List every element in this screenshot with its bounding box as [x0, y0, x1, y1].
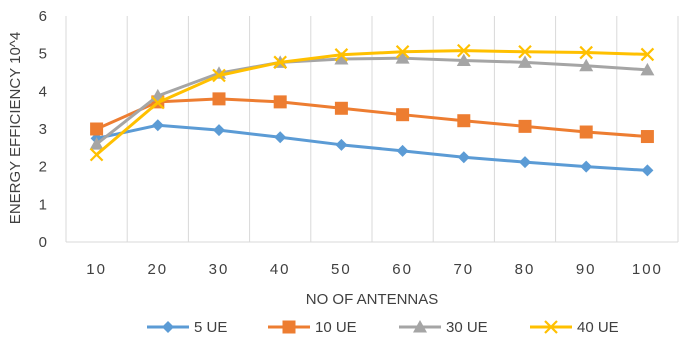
- legend-marker: [282, 320, 296, 334]
- data-point: [579, 58, 594, 72]
- series-line: [95, 49, 648, 156]
- legend-item-30-ue: 30 UE: [399, 319, 488, 336]
- x-tick-label: 80: [515, 261, 536, 278]
- data-point: [334, 48, 349, 62]
- x-tick-label: 50: [331, 261, 352, 278]
- x-tick-label: 20: [147, 261, 168, 278]
- x-marker-stroke: [579, 45, 593, 60]
- x-marker-stroke: [89, 147, 104, 162]
- data-point: [640, 130, 654, 144]
- data-point: [457, 114, 471, 128]
- legend-marker: [413, 320, 427, 333]
- x-tick-label: 30: [209, 261, 230, 278]
- data-point: [396, 108, 410, 122]
- y-tick-label: 3: [39, 121, 47, 138]
- x-axis-ticks: 10 20 30 40 50 60 70 80 90 100: [86, 261, 663, 278]
- data-point: [334, 51, 349, 65]
- x-marker-stroke: [395, 45, 410, 59]
- x-marker-stroke: [518, 45, 532, 59]
- data-point: [396, 144, 409, 157]
- data-point: [395, 45, 410, 59]
- data-point: [457, 43, 471, 58]
- y-tick-label: 1: [39, 196, 47, 213]
- series-line: [95, 56, 648, 146]
- data-point: [580, 160, 593, 173]
- legend-label: 10 UE: [315, 319, 357, 336]
- x-tick-label: 60: [392, 261, 413, 278]
- legend-label: 30 UE: [446, 319, 488, 336]
- x-tick-label: 90: [576, 261, 597, 278]
- data-point: [579, 45, 593, 60]
- data-point: [518, 119, 532, 133]
- data-point: [89, 137, 104, 150]
- x-marker-stroke: [151, 95, 165, 110]
- data-point: [640, 47, 655, 62]
- x-marker-stroke: [212, 68, 226, 83]
- x-tick-label: 100: [632, 261, 663, 278]
- data-point: [89, 147, 104, 162]
- legend-item-5-ue: 5 UE: [147, 319, 227, 336]
- legend-marker: [162, 321, 174, 333]
- data-point: [519, 156, 531, 169]
- legend-label: 5 UE: [194, 319, 227, 336]
- y-axis-ticks: 0 1 2 3 4 5 6: [39, 8, 47, 251]
- y-axis-title: ENERGY EFFICIENCY 10^4: [7, 32, 24, 224]
- data-point: [457, 151, 470, 164]
- legend-label: 40 UE: [577, 319, 619, 336]
- x-tick-label: 40: [270, 261, 291, 278]
- x-tick-label: 10: [86, 261, 107, 278]
- x-marker-stroke: [334, 48, 349, 62]
- data-point: [90, 122, 104, 136]
- data-point: [518, 55, 532, 68]
- data-point: [151, 119, 164, 132]
- legend-item-10-ue: 10 UE: [268, 319, 357, 336]
- x-marker-stroke: [640, 47, 655, 62]
- series-10-ue: [90, 92, 654, 144]
- x-tick-label: 70: [453, 261, 474, 278]
- y-tick-label: 2: [39, 159, 47, 176]
- data-point: [274, 131, 287, 144]
- legend: 5 UE 10 UE 30 UE 40 UE: [147, 319, 619, 336]
- legend-item-40-ue: 40 UE: [530, 319, 619, 336]
- data-point: [579, 125, 593, 139]
- data-point: [273, 55, 287, 70]
- data-point: [213, 124, 225, 137]
- data-point: [640, 62, 655, 76]
- data-point: [395, 51, 410, 64]
- x-marker-stroke: [273, 55, 287, 70]
- data-point: [334, 101, 348, 115]
- series-40-ue: [89, 43, 655, 162]
- data-point: [273, 95, 287, 109]
- legend-marker: [544, 320, 558, 334]
- y-tick-label: 0: [39, 234, 47, 251]
- data-point: [151, 95, 165, 110]
- series-line: [96, 123, 648, 172]
- data-point: [212, 68, 226, 83]
- x-axis-title: NO OF ANTENNAS: [306, 291, 439, 308]
- series-lines: [89, 43, 655, 177]
- x-marker-stroke: [457, 43, 471, 58]
- data-point: [212, 92, 226, 106]
- data-point: [335, 138, 348, 151]
- y-tick-label: 6: [39, 8, 47, 25]
- data-point: [641, 164, 654, 177]
- y-tick-label: 4: [39, 83, 47, 100]
- y-tick-label: 5: [39, 46, 47, 63]
- x-marker-stroke: [544, 320, 558, 334]
- series-line: [95, 97, 648, 139]
- data-point: [456, 53, 471, 66]
- data-point: [518, 45, 532, 59]
